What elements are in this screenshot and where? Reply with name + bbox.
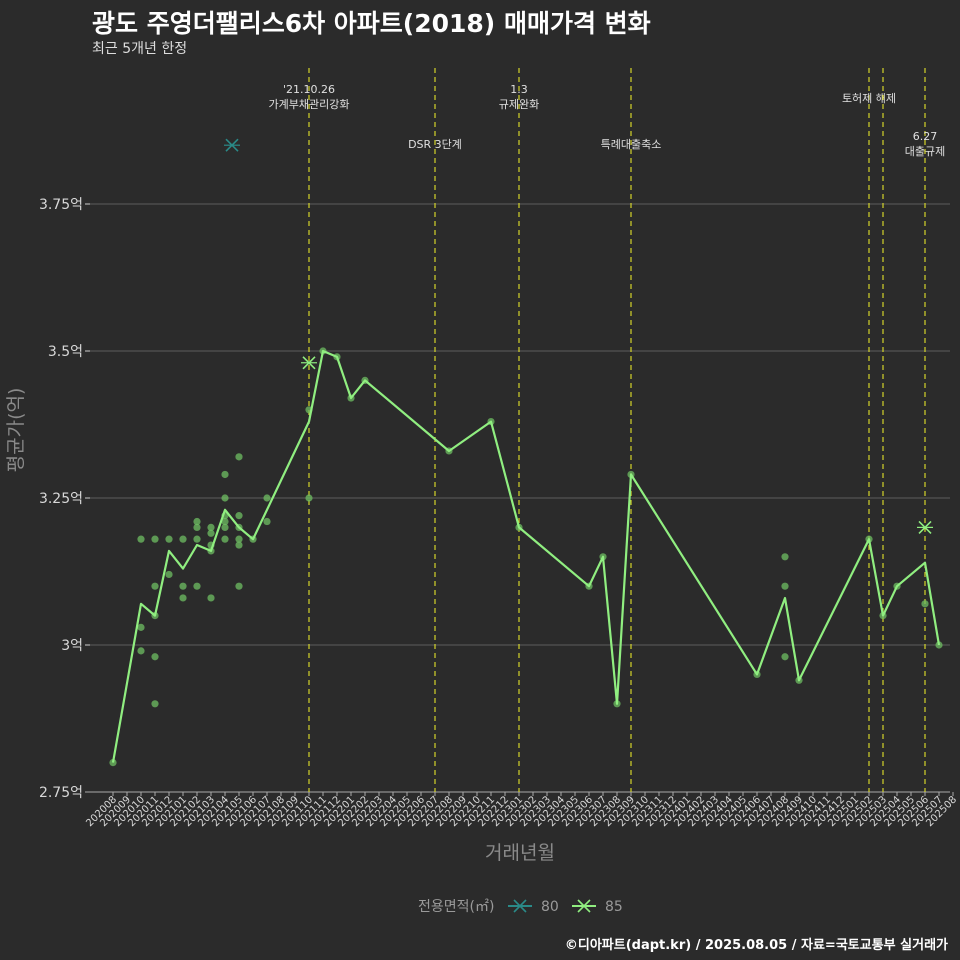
legend: 전용면적(㎡) 80 85 <box>418 899 623 915</box>
event-label: 가계부채관리강화 <box>269 98 350 111</box>
scatter-point <box>235 582 243 590</box>
scatter-point <box>305 494 313 502</box>
scatter-point <box>207 594 215 602</box>
event-label: 규제완화 <box>499 98 539 111</box>
scatter-point <box>137 535 145 543</box>
scatter-point <box>781 653 789 661</box>
chart-title: 광도 주영더팰리스6차 아파트(2018) 매매가격 변화 <box>92 9 651 38</box>
y-tick-label: 3.75억 <box>39 197 83 213</box>
event-label: 1.3 <box>510 83 528 96</box>
event-label: 특례대출축소 <box>601 138 662 151</box>
scatter-point <box>193 582 201 590</box>
scatter-point <box>235 512 243 520</box>
chart-subtitle: 최근 5개년 한정 <box>92 41 188 57</box>
scatter-point <box>151 700 159 708</box>
scatter-point <box>235 535 243 543</box>
scatter-point <box>221 523 229 532</box>
scatter-point <box>263 494 271 502</box>
scatter-point <box>221 494 229 502</box>
event-label: '21.10.26 <box>283 83 335 96</box>
cross-marker-85 <box>917 520 933 534</box>
scatter-point <box>781 553 789 561</box>
scatter-point <box>165 570 173 579</box>
scatter-point <box>179 535 187 543</box>
y-tick-label: 3억 <box>61 638 83 654</box>
scatter-point <box>179 582 187 590</box>
scatter-point <box>221 535 229 543</box>
x-axis-title: 거래년월 <box>485 842 555 864</box>
event-label: 6.27 <box>913 130 938 143</box>
legend-item-label: 80 <box>541 899 559 915</box>
scatter-point <box>151 653 159 661</box>
scatter-point <box>207 529 215 537</box>
legend-item-label: 85 <box>605 899 623 915</box>
scatter-point <box>921 600 929 608</box>
scatter-point <box>207 523 215 532</box>
scatter-point <box>781 582 789 590</box>
cross-marker-85 <box>301 356 317 370</box>
y-tick-label: 3.25억 <box>39 491 83 507</box>
event-label: DSR 3단계 <box>408 138 462 151</box>
scatter-point <box>193 517 201 526</box>
y-axis-title: 평균가(억) <box>5 388 27 473</box>
legend-title: 전용면적(㎡) <box>418 899 494 915</box>
scatter-point <box>235 541 243 549</box>
scatter-point <box>137 647 145 655</box>
series-line-85 <box>111 349 941 763</box>
scatter-point <box>193 523 201 532</box>
scatter-point <box>179 594 187 602</box>
scatter-point <box>221 517 229 526</box>
y-tick-label: 3.5억 <box>48 344 83 360</box>
scatter-point <box>263 517 271 526</box>
cross-marker-80 <box>224 138 240 152</box>
scatter-point <box>221 470 229 479</box>
y-tick-label: 2.75억 <box>39 785 83 801</box>
scatter-point <box>193 535 201 543</box>
legend-key-marker <box>512 899 528 913</box>
scatter-point <box>151 582 159 590</box>
source-caption: ©디아파트(dapt.kr) / 2025.08.05 / 자료=국토교통부 실… <box>564 938 948 953</box>
event-label: 대출규제 <box>905 145 945 158</box>
legend-key-marker <box>576 899 592 913</box>
scatter-point <box>165 535 173 543</box>
scatter-point <box>235 453 243 461</box>
event-label: 토허제 해제 <box>842 91 896 105</box>
scatter-point <box>137 623 145 631</box>
scatter-point <box>151 535 159 543</box>
